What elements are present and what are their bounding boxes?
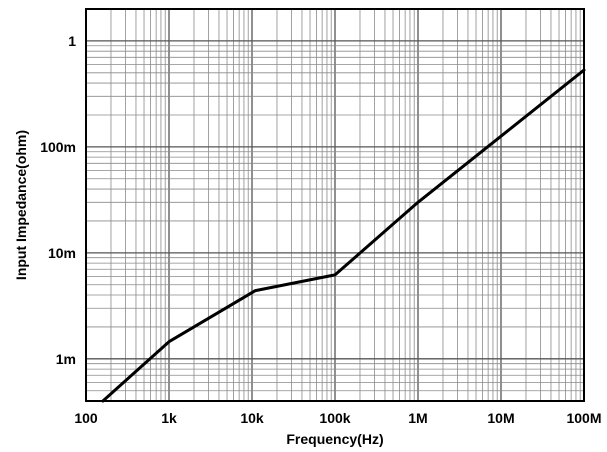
x-tick-label: 100M xyxy=(566,410,601,426)
series-group xyxy=(101,68,586,403)
plot-frame xyxy=(85,8,585,402)
y-tick-label: 1m xyxy=(56,351,76,367)
x-axis-title: Frequency(Hz) xyxy=(286,431,383,447)
x-tick-label: 100 xyxy=(74,410,98,426)
x-tick-label: 100k xyxy=(319,410,350,426)
y-tick-label: 100m xyxy=(40,139,76,155)
x-tick-label: 1M xyxy=(408,410,427,426)
y-axis-title: Input Impedance(ohm) xyxy=(13,130,29,280)
x-tick-label: 10M xyxy=(487,410,514,426)
y-tick-labels: 1m 10m 100m 1 xyxy=(40,33,76,367)
x-tick-label: 10k xyxy=(240,410,264,426)
x-tick-labels: 100 1k 10k 100k 1M 10M 100M xyxy=(74,410,601,426)
impedance-line xyxy=(101,68,586,403)
y-tick-label: 10m xyxy=(48,245,76,261)
grid xyxy=(85,8,584,402)
y-tick-label: 1 xyxy=(68,33,76,49)
x-tick-label: 1k xyxy=(161,410,177,426)
